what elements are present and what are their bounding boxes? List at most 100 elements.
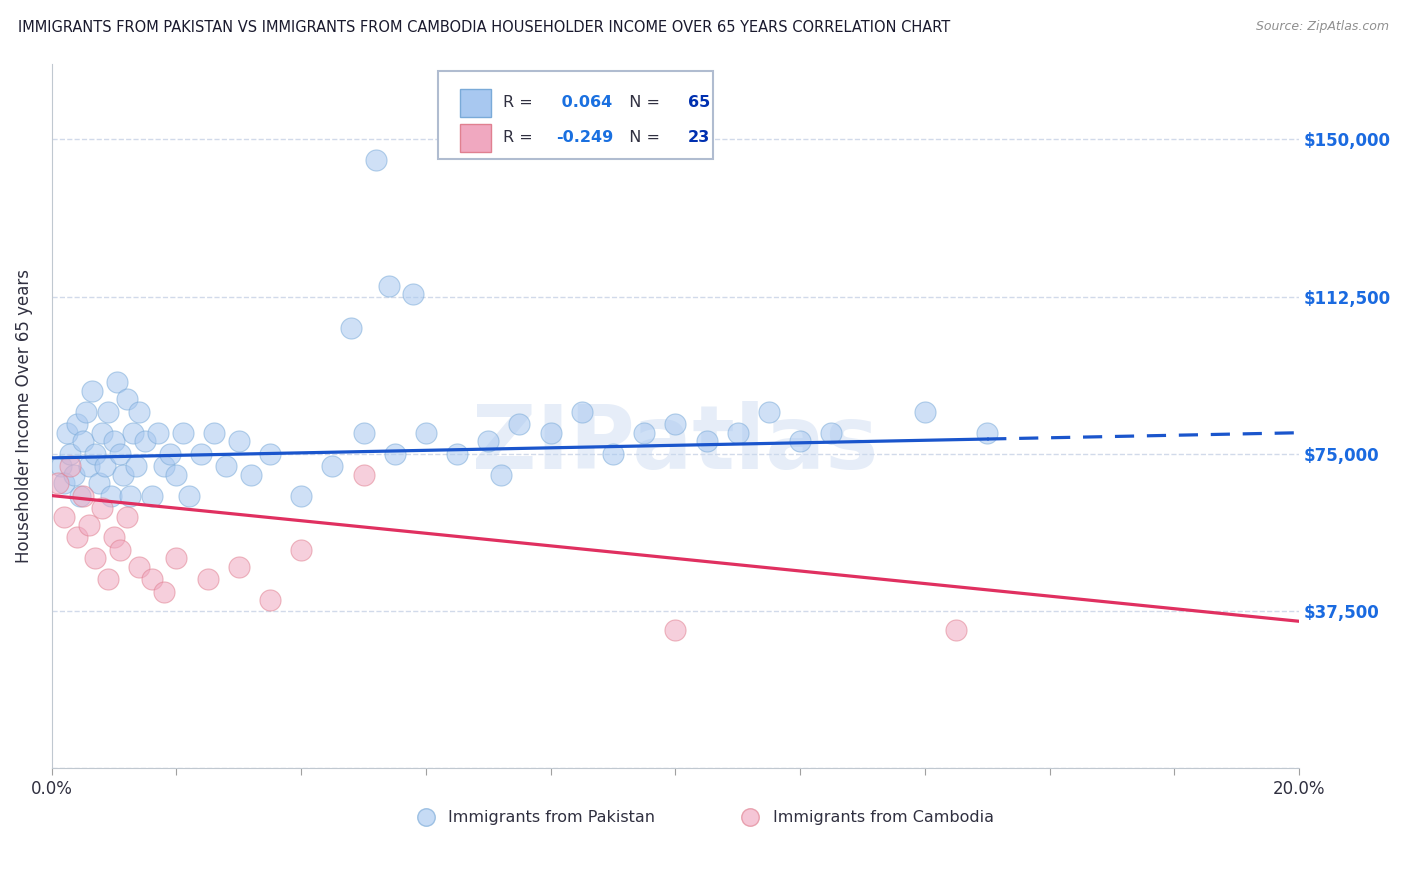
Point [82, 384, 104, 398]
Point [976, 425, 998, 440]
Point [115, 509, 138, 524]
Text: -0.249: -0.249 [555, 130, 613, 145]
Text: N =: N = [619, 95, 665, 111]
Point [97, 573, 120, 587]
Point [103, 434, 125, 449]
Text: ZIPatlas: ZIPatlas [472, 401, 879, 488]
Point [228, 559, 250, 574]
Point [664, 623, 686, 637]
Point [353, 467, 375, 482]
Point [128, 405, 150, 419]
Point [125, 459, 148, 474]
Point [112, 467, 135, 482]
Point [758, 405, 780, 419]
Point [77, 517, 100, 532]
Point [115, 392, 138, 407]
Point [46, 475, 69, 490]
Point [66, 531, 89, 545]
FancyBboxPatch shape [460, 124, 491, 152]
FancyBboxPatch shape [460, 88, 491, 117]
Point [945, 623, 967, 637]
Point [134, 434, 156, 449]
Y-axis label: Householder Income Over 65 years: Householder Income Over 65 years [15, 269, 32, 563]
Point [103, 531, 125, 545]
Point [76, 761, 98, 775]
Point [540, 425, 562, 440]
Point [128, 559, 150, 574]
Point [321, 459, 343, 474]
Point [100, 489, 122, 503]
Text: 0.064: 0.064 [555, 95, 612, 111]
Text: 65: 65 [688, 95, 710, 111]
Point [364, 153, 387, 168]
Point [190, 447, 212, 461]
Point [97, 405, 120, 419]
Point [340, 321, 363, 335]
Point [166, 551, 188, 566]
Point [146, 425, 169, 440]
Point [62, 467, 84, 482]
Point [72, 489, 94, 503]
Point [153, 585, 176, 599]
Text: Immigrants from Pakistan: Immigrants from Pakistan [449, 810, 655, 825]
Point [66, 417, 89, 432]
Point [384, 447, 406, 461]
Point [166, 467, 188, 482]
Point [90, 425, 112, 440]
Point [633, 425, 655, 440]
Point [602, 447, 624, 461]
Point [477, 434, 499, 449]
Point [110, 543, 132, 558]
Text: Immigrants from Cambodia: Immigrants from Cambodia [773, 810, 994, 825]
Point [446, 447, 468, 461]
Point [56, 425, 79, 440]
Point [215, 459, 238, 474]
Point [377, 279, 399, 293]
Point [259, 447, 281, 461]
Point [290, 489, 312, 503]
Point [87, 475, 110, 490]
Point [415, 425, 437, 440]
Text: IMMIGRANTS FROM PAKISTAN VS IMMIGRANTS FROM CAMBODIA HOUSEHOLDER INCOME OVER 65 : IMMIGRANTS FROM PAKISTAN VS IMMIGRANTS F… [18, 20, 950, 35]
Point [789, 434, 811, 449]
Point [489, 467, 512, 482]
Point [820, 425, 842, 440]
Point [228, 434, 250, 449]
Text: 23: 23 [688, 130, 710, 145]
Point [402, 287, 425, 301]
Text: R =: R = [503, 95, 538, 111]
FancyBboxPatch shape [439, 71, 713, 159]
Point [197, 573, 219, 587]
Point [59, 761, 82, 775]
Point [153, 459, 176, 474]
Point [84, 551, 107, 566]
Point [177, 489, 200, 503]
Point [353, 425, 375, 440]
Point [110, 447, 132, 461]
Point [259, 593, 281, 607]
Point [105, 376, 128, 390]
Point [53, 509, 76, 524]
Point [121, 425, 143, 440]
Point [69, 489, 91, 503]
Point [90, 501, 112, 516]
Point [141, 489, 163, 503]
Point [727, 425, 749, 440]
Point [72, 434, 94, 449]
Point [59, 447, 82, 461]
Point [84, 447, 107, 461]
Point [508, 417, 530, 432]
Point [172, 425, 194, 440]
Point [94, 459, 117, 474]
Point [240, 467, 263, 482]
Point [59, 459, 82, 474]
Point [77, 459, 100, 474]
Point [571, 405, 593, 419]
Text: N =: N = [619, 130, 665, 145]
Point [290, 543, 312, 558]
Point [141, 573, 163, 587]
Point [159, 447, 181, 461]
Point [53, 475, 76, 490]
Point [75, 405, 97, 419]
Point [696, 434, 718, 449]
